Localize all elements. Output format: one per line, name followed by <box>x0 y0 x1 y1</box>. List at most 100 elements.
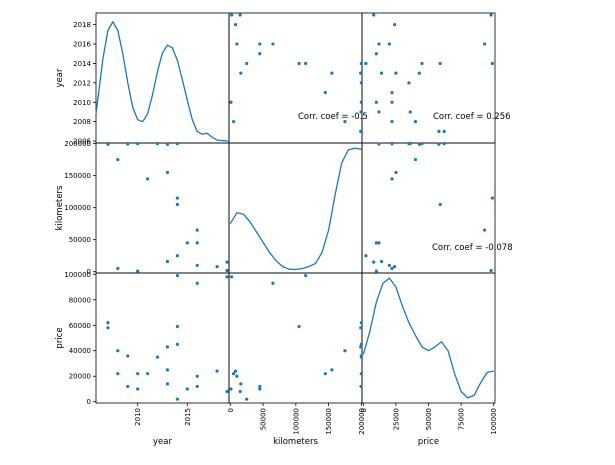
ytick-label-price-40000: 40000 <box>69 347 91 355</box>
scatter-point-price-vs-year-20 <box>195 374 199 378</box>
scatter-point-year-vs-kilometers-15 <box>297 61 301 66</box>
scatter-point-price-vs-kilometers-22 <box>230 275 234 279</box>
scatter-point-kilometers-vs-year-12 <box>165 259 170 264</box>
scatter-point-year-vs-kilometers-13 <box>359 61 363 66</box>
scatter-point-price-vs-kilometers-18 <box>271 281 275 285</box>
scatter-point-year-vs-price-9 <box>407 81 411 85</box>
scatter-point-kilometers-vs-price-5 <box>377 142 381 146</box>
scatter-point-price-vs-kilometers-19 <box>258 384 262 389</box>
xaxis-label-price: price <box>418 437 439 447</box>
scatter-point-price-vs-year-23 <box>225 389 229 394</box>
ytick-label-year-2006: 2006 <box>73 138 91 146</box>
scatter-point-year-vs-kilometers-12 <box>239 71 243 75</box>
scatter-point-price-vs-year-1 <box>106 326 110 330</box>
scatter-point-kilometers-vs-year-9 <box>155 142 160 146</box>
scatter-point-price-vs-year-19 <box>195 384 199 389</box>
scatter-point-kilometers-vs-year-2 <box>116 158 120 162</box>
xtick-label-price-100000: 100000 <box>490 408 498 435</box>
ytick-label-price-80000: 80000 <box>69 296 91 304</box>
xtick-label-kilometers-50000: 50000 <box>260 408 268 430</box>
scatter-point-kilometers-vs-year-1 <box>106 142 110 146</box>
scatter-point-year-vs-price-5 <box>377 110 381 114</box>
scatter-point-kilometers-vs-year-14 <box>175 196 179 200</box>
scatter-point-kilometers-vs-year-17 <box>185 241 189 245</box>
scatter-point-price-vs-year-0 <box>106 321 110 325</box>
scatter-point-kilometers-vs-year-7 <box>136 269 140 273</box>
scatter-point-year-vs-kilometers-19 <box>258 42 262 46</box>
scatter-point-year-vs-price-3 <box>390 120 394 124</box>
yaxis-label-price: price <box>55 327 65 348</box>
xtick-label-kilometers-150000: 150000 <box>325 408 333 435</box>
subplot-frame-year-price <box>361 12 496 144</box>
xtick-label-year-2010: 2010 <box>134 408 142 426</box>
scatter-point-kilometers-vs-price-9 <box>407 142 411 146</box>
scatter-point-price-vs-year-22 <box>225 275 229 279</box>
scatter-point-year-vs-price-17 <box>374 52 378 56</box>
corr-annotation-year-kilometers: Corr. coef = -0.5 <box>298 112 368 122</box>
scatter-point-kilometers-vs-year-15 <box>175 202 179 207</box>
ytick-label-year-2018: 2018 <box>73 21 91 29</box>
ytick-label-year-2008: 2008 <box>73 118 91 126</box>
scatter-point-price-vs-year-12 <box>165 382 170 386</box>
scatter-point-kilometers-vs-year-11 <box>165 170 170 175</box>
scatter-point-kilometers-vs-price-15 <box>438 202 442 207</box>
scatter-point-kilometers-vs-price-11 <box>394 170 398 175</box>
scatter-point-price-vs-year-4 <box>126 354 130 358</box>
scatter-point-price-vs-kilometers-10 <box>359 345 363 349</box>
scatter-point-kilometers-vs-year-16 <box>175 254 179 258</box>
scatter-point-year-vs-kilometers-5 <box>359 110 363 114</box>
scatter-point-kilometers-vs-price-0 <box>442 142 446 146</box>
scatter-point-kilometers-vs-price-1 <box>437 142 441 146</box>
subplot-frame-year-year <box>95 12 230 144</box>
scatter-point-price-vs-year-6 <box>136 372 140 376</box>
scatter-point-year-vs-price-13 <box>420 61 424 66</box>
scatter-point-price-vs-year-18 <box>195 281 199 285</box>
scatter-point-price-vs-year-17 <box>185 387 189 391</box>
scatter-point-price-vs-kilometers-14 <box>304 273 308 278</box>
scatter-point-price-vs-year-2 <box>116 349 120 353</box>
subplot-frame-kilometers-year <box>95 142 230 274</box>
scatter-point-year-vs-price-20 <box>387 42 391 46</box>
xaxis-label-year: year <box>153 437 172 447</box>
subplot-frame-year-kilometers <box>228 12 363 144</box>
scatter-point-year-vs-price-23 <box>372 13 376 17</box>
scatter-point-year-vs-kilometers-9 <box>359 81 363 85</box>
scatter-point-price-vs-kilometers-15 <box>297 324 301 329</box>
scatter-point-kilometers-vs-price-19 <box>377 241 381 245</box>
scatter-point-year-vs-kilometers-14 <box>304 61 308 66</box>
scatter-point-price-vs-kilometers-9 <box>359 355 363 359</box>
scatter-point-kilometers-vs-price-16 <box>364 254 368 258</box>
scatter-point-year-vs-price-14 <box>490 61 494 66</box>
ytick-label-year-2010: 2010 <box>73 99 91 107</box>
ytick-label-year-2012: 2012 <box>73 79 91 87</box>
corr-annotation-kilometers-price: Corr. coef = -0.078 <box>432 243 513 253</box>
scatter-point-kilometers-vs-year-21 <box>215 264 219 269</box>
scatter-point-price-vs-kilometers-7 <box>229 387 233 391</box>
xtick-label-price-50000: 50000 <box>425 408 433 430</box>
scatter-point-kilometers-vs-year-19 <box>195 241 199 245</box>
scatter-point-kilometers-vs-price-2 <box>413 158 418 162</box>
subplot-frame-kilometers-price <box>361 142 496 274</box>
scatter-point-year-vs-kilometers-7 <box>229 100 233 104</box>
yaxis-label-kilometers: kilometers <box>55 185 65 230</box>
scatter-point-kilometers-vs-price-8 <box>390 177 394 181</box>
scatter-point-kilometers-vs-year-3 <box>116 266 120 271</box>
ytick-label-price-0: 0 <box>87 398 91 406</box>
ytick-label-price-100000: 100000 <box>64 271 91 279</box>
subplot-frame-price-year <box>95 272 230 404</box>
scatter-point-kilometers-vs-price-17 <box>374 241 378 245</box>
ytick-label-year-2016: 2016 <box>73 41 91 49</box>
scatter-point-year-vs-price-22 <box>489 13 493 17</box>
kde-curve-kilometers <box>229 147 362 271</box>
xtick-label-price-75000: 75000 <box>458 408 466 430</box>
ytick-label-price-20000: 20000 <box>69 373 91 381</box>
ytick-label-kilometers-100000: 100000 <box>64 204 91 212</box>
kde-curve-year <box>95 21 230 142</box>
scatter-point-year-vs-price-21 <box>392 23 397 27</box>
scatter-point-price-vs-kilometers-21 <box>233 369 238 373</box>
scatter-point-price-vs-kilometers-1 <box>359 326 363 330</box>
ytick-label-kilometers-50000: 50000 <box>69 236 91 244</box>
scatter-point-year-vs-price-10 <box>417 71 421 75</box>
scatter-point-price-vs-year-3 <box>116 372 120 376</box>
scatter-point-price-vs-year-15 <box>175 324 179 329</box>
